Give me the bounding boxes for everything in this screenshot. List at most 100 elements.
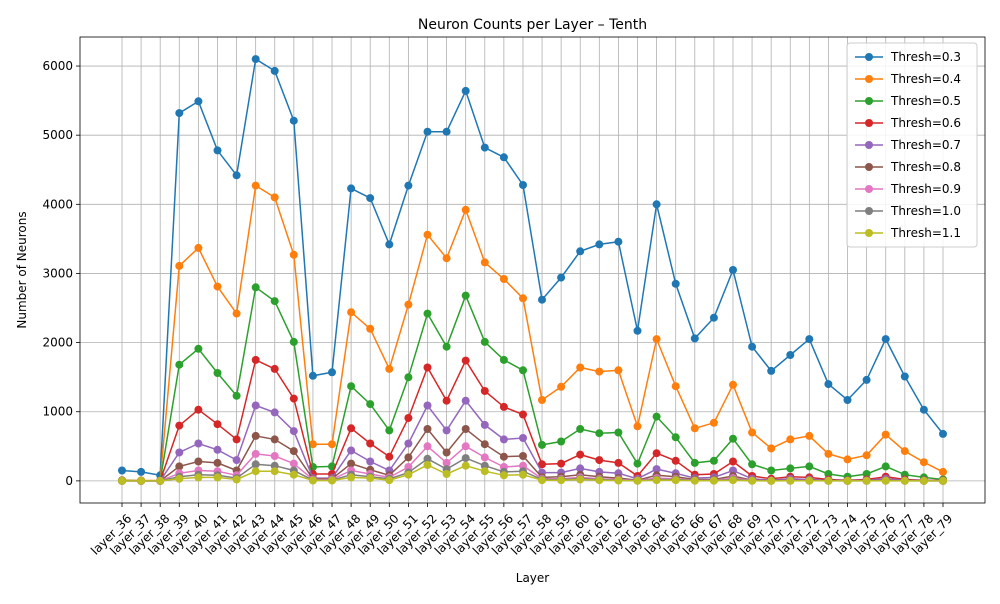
data-point bbox=[652, 449, 661, 458]
data-point bbox=[232, 435, 241, 444]
data-point bbox=[499, 153, 508, 162]
data-point bbox=[519, 434, 527, 442]
data-point bbox=[442, 396, 451, 405]
legend-marker bbox=[865, 207, 873, 215]
data-point bbox=[767, 466, 776, 475]
data-point bbox=[595, 429, 604, 438]
data-point bbox=[461, 205, 470, 214]
data-point bbox=[347, 424, 356, 433]
data-point bbox=[270, 297, 279, 306]
y-tick-label: 5000 bbox=[42, 128, 73, 142]
data-point bbox=[557, 273, 566, 282]
data-point bbox=[442, 426, 451, 435]
data-point bbox=[423, 309, 432, 318]
data-point bbox=[709, 456, 718, 465]
data-point bbox=[576, 464, 585, 473]
data-point bbox=[194, 243, 203, 252]
data-point bbox=[671, 456, 680, 465]
data-point bbox=[729, 434, 737, 443]
data-point bbox=[175, 261, 184, 270]
data-point bbox=[251, 460, 260, 469]
data-point bbox=[499, 435, 508, 444]
data-point bbox=[480, 467, 489, 476]
data-point bbox=[538, 440, 546, 449]
data-point bbox=[423, 230, 432, 239]
data-point bbox=[423, 363, 432, 372]
data-point bbox=[347, 459, 356, 468]
data-point bbox=[881, 335, 890, 344]
data-point bbox=[461, 461, 470, 470]
data-point bbox=[404, 181, 413, 190]
data-point bbox=[633, 422, 642, 431]
data-point bbox=[748, 460, 757, 469]
data-point bbox=[652, 476, 661, 485]
legend-marker bbox=[865, 97, 873, 105]
data-point bbox=[480, 440, 489, 449]
data-point bbox=[461, 454, 470, 463]
data-point bbox=[442, 458, 451, 467]
data-point bbox=[576, 475, 585, 484]
data-point bbox=[709, 313, 718, 322]
legend-marker bbox=[865, 229, 873, 237]
data-point bbox=[862, 470, 871, 478]
data-point bbox=[137, 467, 146, 476]
data-point bbox=[748, 476, 757, 485]
data-point bbox=[366, 474, 375, 483]
data-point bbox=[194, 97, 203, 106]
data-point bbox=[308, 476, 317, 485]
data-point bbox=[652, 412, 661, 421]
data-point bbox=[175, 421, 184, 430]
data-point bbox=[729, 380, 737, 389]
data-point bbox=[805, 431, 814, 440]
data-point bbox=[786, 464, 795, 473]
data-point bbox=[767, 476, 776, 485]
data-point bbox=[328, 476, 336, 485]
data-point bbox=[423, 442, 432, 451]
data-point bbox=[347, 184, 356, 193]
data-point bbox=[576, 425, 585, 433]
data-point bbox=[270, 461, 279, 470]
data-point bbox=[690, 476, 699, 485]
data-point bbox=[137, 476, 146, 485]
data-point bbox=[862, 451, 871, 460]
data-point bbox=[919, 458, 928, 467]
series-group bbox=[118, 55, 947, 485]
data-point bbox=[900, 447, 909, 456]
series-thresh-0-3 bbox=[118, 55, 947, 480]
data-point bbox=[175, 448, 184, 457]
data-point bbox=[767, 366, 776, 375]
data-point bbox=[690, 424, 699, 433]
data-point bbox=[900, 372, 909, 381]
data-point bbox=[175, 462, 184, 471]
data-point bbox=[289, 427, 298, 436]
data-point bbox=[595, 240, 604, 249]
data-point bbox=[270, 193, 279, 202]
data-point bbox=[270, 435, 279, 444]
data-point bbox=[289, 459, 298, 468]
legend-label: Thresh=0.9 bbox=[890, 182, 961, 196]
data-point bbox=[194, 457, 203, 466]
data-point bbox=[499, 471, 508, 480]
data-point bbox=[270, 452, 279, 460]
data-point bbox=[614, 237, 623, 246]
data-point bbox=[671, 279, 680, 288]
data-point bbox=[213, 420, 222, 429]
data-point bbox=[213, 445, 222, 454]
data-point bbox=[404, 373, 413, 382]
data-point bbox=[118, 476, 126, 485]
data-point bbox=[786, 435, 795, 444]
data-point bbox=[175, 474, 184, 483]
data-point bbox=[442, 470, 451, 478]
data-point bbox=[499, 275, 508, 283]
legend-label: Thresh=0.4 bbox=[890, 72, 961, 86]
legend-item: Thresh=0.6 bbox=[855, 116, 961, 130]
y-tick-label: 0 bbox=[65, 474, 73, 488]
data-point bbox=[671, 476, 680, 485]
data-point bbox=[289, 116, 298, 125]
data-point bbox=[461, 425, 470, 433]
data-point bbox=[690, 458, 699, 467]
data-point bbox=[404, 463, 413, 471]
data-point bbox=[194, 439, 203, 448]
data-point bbox=[423, 401, 432, 410]
